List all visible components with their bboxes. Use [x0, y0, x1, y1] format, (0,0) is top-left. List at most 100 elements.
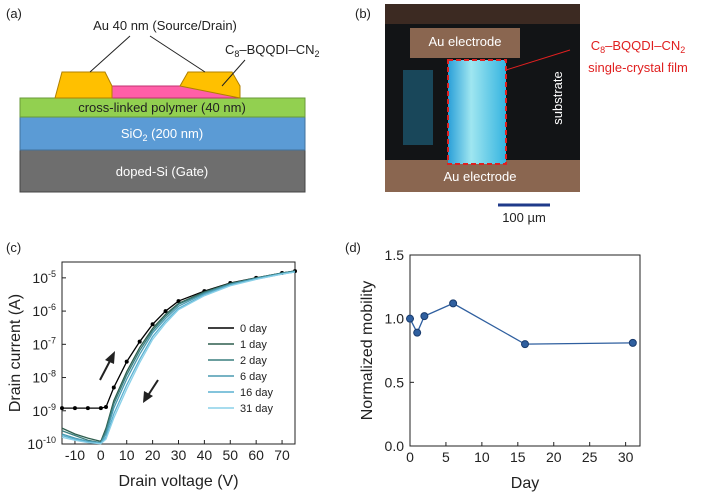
source-electrode	[55, 72, 112, 98]
leader-line	[90, 36, 130, 72]
electrode-label: Au electrode	[429, 34, 502, 49]
x-tick-label: 30	[618, 449, 634, 465]
y-tick-label: 1.0	[385, 311, 405, 327]
legend-label: 2 day	[240, 355, 267, 367]
x-tick-label: 70	[274, 447, 290, 463]
semiconductor-label: C8–BQQDI–CN2	[225, 42, 320, 59]
text-part: (200 nm)	[148, 126, 204, 141]
film-fragment	[403, 70, 433, 145]
tick-exponent: -8	[48, 369, 56, 379]
tick-base: 10	[32, 270, 48, 286]
tick-base: 10	[27, 436, 43, 452]
text-part: –BQQDI–CN	[605, 38, 680, 53]
data-point	[407, 315, 414, 322]
polymer-label: cross-linked polymer (40 nm)	[78, 100, 246, 115]
legend-label: 31 day	[240, 403, 274, 415]
data-point	[99, 406, 103, 410]
x-tick-label: 0	[97, 447, 105, 463]
y-tick-label: 10-5	[32, 269, 56, 286]
text-part: SiO	[121, 126, 143, 141]
arrowhead	[143, 391, 153, 403]
x-tick-label: 15	[510, 449, 526, 465]
tick-base: 0.5	[385, 374, 405, 390]
micrograph: Au electrode Au electrode substrate C8–B…	[385, 4, 688, 225]
data-point	[73, 406, 77, 410]
subscript: 2	[680, 45, 685, 55]
tick-exponent: -7	[48, 335, 56, 345]
y-tick-label: 0.5	[385, 374, 405, 390]
data-point	[450, 300, 457, 307]
subscript: 2	[315, 49, 320, 59]
x-tick-label: 50	[222, 447, 238, 463]
y-axis-label: Drain current (A)	[7, 294, 24, 412]
image-band	[385, 4, 580, 24]
plot-frame	[62, 262, 295, 444]
film-label: single-crystal film	[588, 60, 688, 75]
single-crystal-film	[448, 60, 506, 164]
tick-exponent: -9	[48, 402, 56, 412]
y-tick-label: 10-7	[32, 335, 56, 352]
x-tick-label: 20	[546, 449, 562, 465]
legend-label: 1 day	[240, 339, 267, 351]
x-axis-label: Drain voltage (V)	[118, 473, 238, 490]
data-point	[125, 360, 129, 364]
arrowhead	[105, 351, 115, 364]
y-tick-label: 10-6	[32, 302, 56, 319]
x-tick-label: 20	[145, 447, 161, 463]
x-tick-label: 40	[197, 447, 213, 463]
x-tick-label: 60	[248, 447, 264, 463]
x-tick-label: 10	[119, 447, 135, 463]
legend-label: 16 day	[240, 387, 274, 399]
gate-label: doped-Si (Gate)	[116, 164, 209, 179]
scale-bar-label: 100 µm	[502, 210, 546, 225]
y-tick-label: 0.0	[385, 438, 405, 454]
y-tick-label: 10-10	[27, 435, 56, 452]
tick-base: 1.5	[385, 247, 405, 263]
y-axis-label: Normalized mobility	[359, 281, 376, 421]
data-point	[414, 329, 421, 336]
series-line	[410, 303, 633, 344]
y-tick-label: 10-8	[32, 369, 56, 386]
plot-frame	[410, 255, 640, 446]
text-part: C	[225, 42, 234, 57]
device-diagram: Au 40 nm (Source/Drain) C8–BQQDI–CN2 cro…	[20, 18, 320, 192]
y-tick-label: 1.5	[385, 247, 405, 263]
tick-exponent: -10	[43, 435, 56, 445]
tick-base: 10	[32, 403, 48, 419]
x-tick-label: -10	[65, 447, 85, 463]
data-point	[151, 322, 155, 326]
text-part: –BQQDI–CN	[239, 42, 314, 57]
figure: (a) (b) (c) (d) Au 40 nm (Source/Drain) …	[0, 0, 702, 496]
x-tick-label: 25	[582, 449, 598, 465]
x-axis-label: Day	[511, 475, 539, 492]
x-tick-label: 5	[442, 449, 450, 465]
film-label: C8–BQQDI–CN2	[591, 38, 686, 55]
data-point	[522, 341, 529, 348]
data-point	[86, 406, 90, 410]
legend-label: 0 day	[240, 323, 267, 335]
tick-base: 1.0	[385, 311, 405, 327]
data-point	[629, 339, 636, 346]
data-point	[112, 386, 116, 390]
tick-base: 0.0	[385, 438, 405, 454]
substrate-label: substrate	[550, 71, 565, 124]
tick-exponent: -5	[48, 269, 56, 279]
data-point	[104, 405, 108, 409]
y-tick-label: 10-9	[32, 402, 56, 419]
legend-label: 6 day	[240, 371, 267, 383]
data-point	[138, 340, 142, 344]
tick-base: 10	[32, 370, 48, 386]
x-tick-label: 0	[406, 449, 414, 465]
panel-label: (a)	[6, 6, 22, 21]
tick-exponent: -6	[48, 302, 56, 312]
source-drain-label: Au 40 nm (Source/Drain)	[93, 18, 237, 33]
panel-label: (c)	[6, 240, 21, 255]
panel-label: (b)	[355, 6, 371, 21]
x-tick-label: 10	[474, 449, 490, 465]
data-point	[421, 313, 428, 320]
x-tick-label: 30	[171, 447, 187, 463]
panel-label: (d)	[345, 240, 361, 255]
data-point	[60, 406, 64, 410]
tick-base: 10	[32, 336, 48, 352]
leader-line	[150, 36, 205, 72]
